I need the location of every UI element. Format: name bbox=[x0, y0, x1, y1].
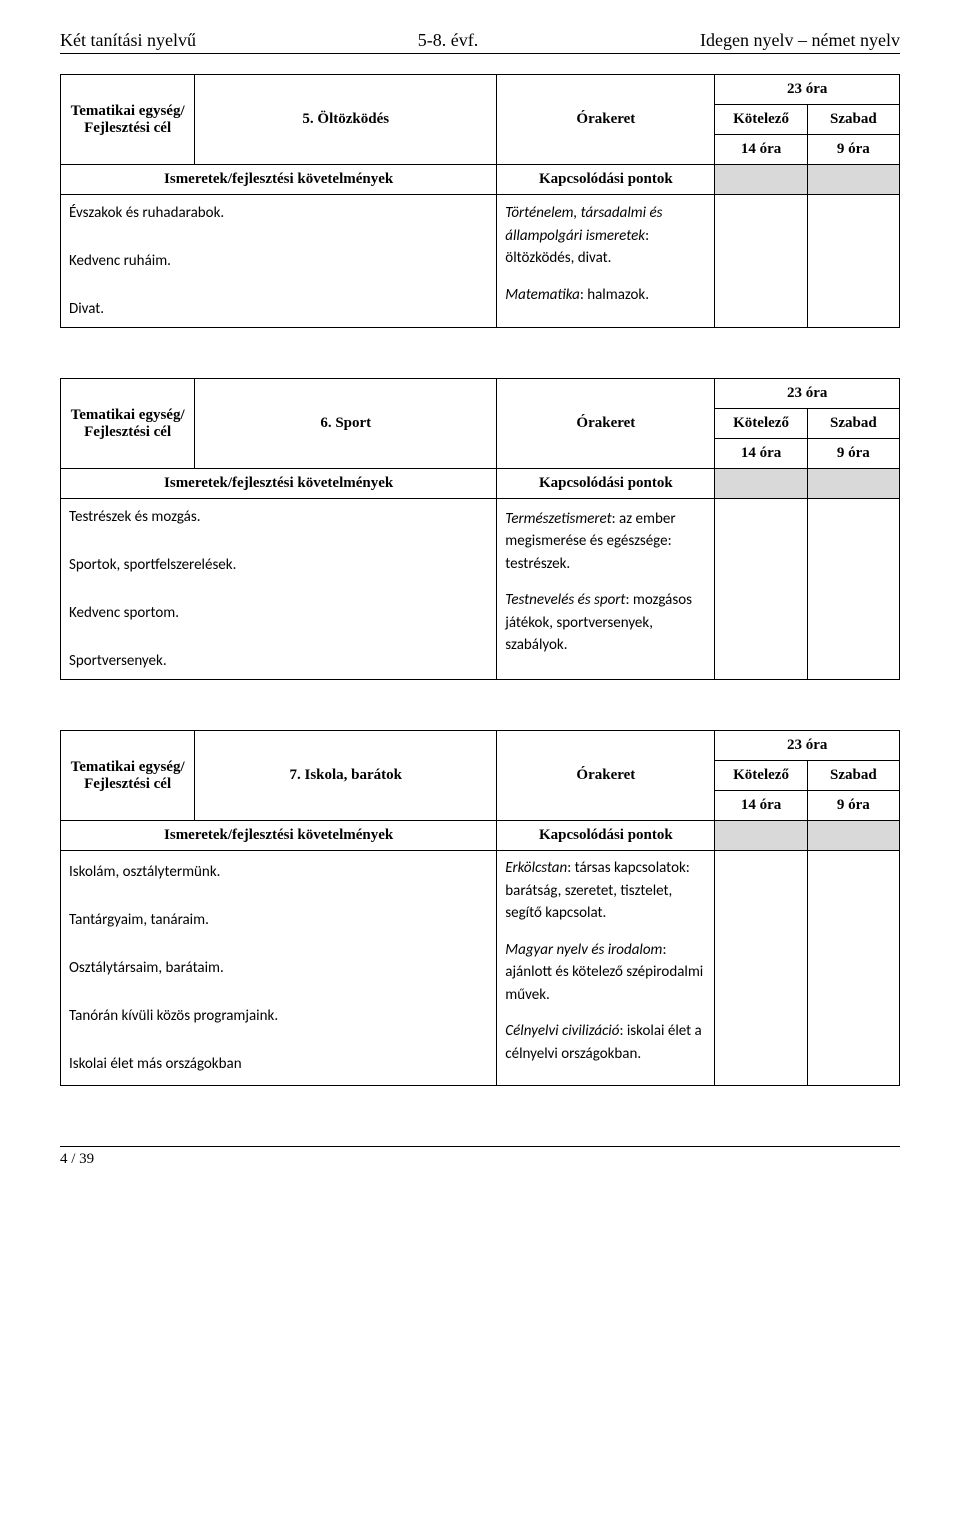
orakeret-label: Órakeret bbox=[497, 379, 715, 469]
unit-title: 5. Öltözködés bbox=[195, 75, 497, 165]
kotelezo-hours: 14 óra bbox=[715, 135, 807, 165]
kotelezo-label: Kötelező bbox=[715, 105, 807, 135]
right-content: Természetismeret: az ember megismerése é… bbox=[497, 499, 715, 680]
grey-cell bbox=[715, 165, 807, 195]
kotelezo-hours: 14 óra bbox=[715, 791, 807, 821]
tematikai-label: Tematikai egység/ Fejlesztési cél bbox=[61, 379, 195, 469]
total-hours: 23 óra bbox=[715, 379, 900, 409]
szabad-hours: 9 óra bbox=[807, 791, 899, 821]
page-footer: 4 / 39 bbox=[60, 1146, 900, 1168]
tematikai-label: Tematikai egység/ Fejlesztési cél bbox=[61, 75, 195, 165]
header-left: Két tanítási nyelvű bbox=[60, 30, 196, 51]
empty-cell bbox=[807, 851, 899, 1086]
page-header: Két tanítási nyelvű 5-8. évf. Idegen nye… bbox=[60, 30, 900, 54]
total-hours: 23 óra bbox=[715, 75, 900, 105]
unit-title: 7. Iskola, barátok bbox=[195, 731, 497, 821]
grey-cell bbox=[807, 165, 899, 195]
empty-cell bbox=[715, 195, 807, 328]
header-center: 5-8. évf. bbox=[418, 30, 478, 51]
grey-cell bbox=[807, 821, 899, 851]
orakeret-label: Órakeret bbox=[497, 731, 715, 821]
ismeretek-label: Ismeretek/fejlesztési követelmények bbox=[61, 821, 497, 851]
tematikai-label: Tematikai egység/ Fejlesztési cél bbox=[61, 731, 195, 821]
left-content: Testrészek és mozgás. Sportok, sportfels… bbox=[61, 499, 497, 680]
kotelezo-label: Kötelező bbox=[715, 409, 807, 439]
right-content: Erkölcstan: társas kapcsolatok: barátság… bbox=[497, 851, 715, 1086]
header-right: Idegen nyelv – német nyelv bbox=[700, 30, 900, 51]
kapcsolodasi-label: Kapcsolódási pontok bbox=[497, 469, 715, 499]
empty-cell bbox=[807, 499, 899, 680]
ismeretek-label: Ismeretek/fejlesztési követelmények bbox=[61, 469, 497, 499]
left-content: Iskolám, osztálytermünk. Tantárgyaim, ta… bbox=[61, 851, 497, 1086]
szabad-label: Szabad bbox=[807, 105, 899, 135]
empty-cell bbox=[715, 851, 807, 1086]
kotelezo-label: Kötelező bbox=[715, 761, 807, 791]
ismeretek-label: Ismeretek/fejlesztési követelmények bbox=[61, 165, 497, 195]
unit-table-1: Tematikai egység/ Fejlesztési cél 5. Ölt… bbox=[60, 74, 900, 328]
page-number: 4 / 39 bbox=[60, 1151, 94, 1167]
orakeret-label: Órakeret bbox=[497, 75, 715, 165]
szabad-hours: 9 óra bbox=[807, 135, 899, 165]
kapcsolodasi-label: Kapcsolódási pontok bbox=[497, 821, 715, 851]
right-content: Történelem, társadalmi és állampolgári i… bbox=[497, 195, 715, 328]
szabad-hours: 9 óra bbox=[807, 439, 899, 469]
kotelezo-hours: 14 óra bbox=[715, 439, 807, 469]
left-content: Évszakok és ruhadarabok. Kedvenc ruháim.… bbox=[61, 195, 497, 328]
empty-cell bbox=[715, 499, 807, 680]
unit-table-3: Tematikai egység/ Fejlesztési cél 7. Isk… bbox=[60, 730, 900, 1086]
grey-cell bbox=[715, 469, 807, 499]
unit-table-2: Tematikai egység/ Fejlesztési cél 6. Spo… bbox=[60, 378, 900, 680]
grey-cell bbox=[807, 469, 899, 499]
grey-cell bbox=[715, 821, 807, 851]
unit-title: 6. Sport bbox=[195, 379, 497, 469]
szabad-label: Szabad bbox=[807, 761, 899, 791]
kapcsolodasi-label: Kapcsolódási pontok bbox=[497, 165, 715, 195]
szabad-label: Szabad bbox=[807, 409, 899, 439]
empty-cell bbox=[807, 195, 899, 328]
total-hours: 23 óra bbox=[715, 731, 900, 761]
